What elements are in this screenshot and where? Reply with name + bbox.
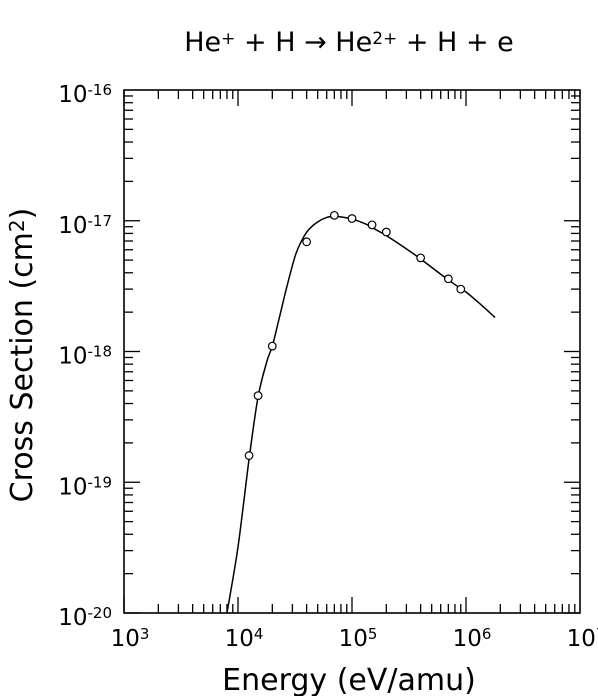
- x-tick-label: 107: [567, 625, 598, 652]
- data-point: [253, 391, 263, 400]
- y-tick-label: 10-19: [58, 474, 112, 501]
- data-point: [416, 253, 426, 263]
- data-point: [267, 341, 277, 351]
- x-tick-label: 104: [225, 625, 264, 652]
- plot-frame: [123, 89, 581, 614]
- x-axis-label: Energy (eV/amu): [222, 663, 476, 696]
- series-layer: [226, 210, 496, 614]
- data-point: [381, 227, 391, 237]
- data-point: [367, 220, 377, 230]
- y-tick-label: 10-16: [58, 81, 112, 108]
- x-axis: [123, 90, 576, 613]
- x-tick-label: 106: [453, 625, 492, 652]
- y-tick-labels: 10-20 10-19 10-18 10-17 10-16: [58, 81, 112, 631]
- y-axis-label: Cross Section (cm2): [5, 208, 40, 503]
- y-tick-label: 10-20: [58, 604, 112, 631]
- data-point: [329, 210, 339, 220]
- y-tick-label: 10-18: [58, 343, 112, 370]
- data-point: [443, 274, 453, 284]
- data-point: [302, 237, 312, 247]
- x-tick-labels: 103 104 105 106 107: [111, 625, 598, 652]
- y-tick-label: 10-17: [58, 212, 112, 239]
- chart-title: He+ + H → He2+ + H + e: [184, 27, 514, 58]
- y-axis: [124, 95, 580, 614]
- x-tick-label: 105: [339, 625, 378, 652]
- fit-curve: [226, 215, 496, 614]
- data-point: [347, 214, 357, 223]
- data-point: [456, 284, 466, 294]
- plot-area: [123, 89, 581, 614]
- data-point: [244, 451, 254, 460]
- x-tick-label: 103: [111, 625, 150, 652]
